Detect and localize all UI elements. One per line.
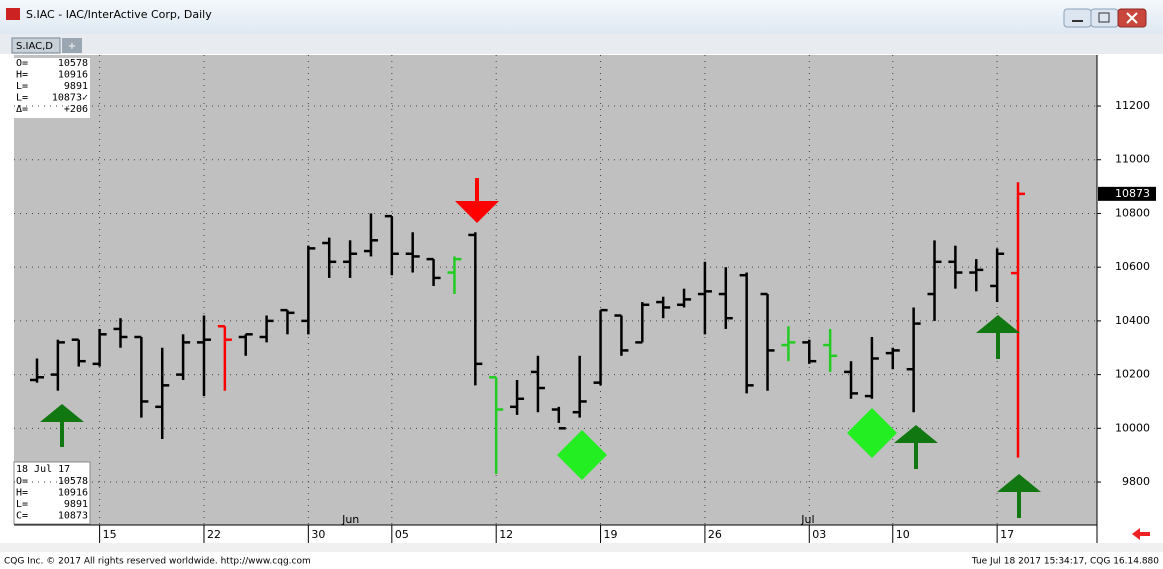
info-label: Δ= — [16, 104, 28, 115]
signal-diamond — [557, 430, 607, 480]
info-value: 9891 — [64, 81, 88, 92]
tab[interactable] — [11, 37, 61, 54]
info-box-top — [14, 58, 90, 118]
tab-label: S.IAC,D — [16, 41, 53, 52]
x-tick-label: 12 — [499, 528, 513, 541]
x-tick-label: 30 — [311, 528, 325, 541]
last-price-tag — [1098, 186, 1156, 201]
sell-arrow-stem — [475, 178, 479, 202]
info-label: H= — [16, 70, 28, 81]
x-tick-label: 03 — [812, 528, 826, 541]
info-value: 10578 — [58, 476, 88, 487]
info-date: 18 Jul 17 — [16, 464, 70, 475]
title-bar — [0, 0, 1163, 34]
y-tick-label: 10000 — [1115, 421, 1150, 434]
x-tick-label: 15 — [103, 528, 117, 541]
info-label: L= — [16, 81, 28, 92]
buy-arrow — [976, 315, 1020, 333]
footer-left: CQG Inc. © 2017 All rights reserved worl… — [4, 557, 311, 567]
info-value: 10916 — [58, 488, 88, 499]
info-value: 10578 — [58, 58, 88, 69]
info-label: L= — [16, 499, 28, 510]
buy-arrow-stem — [914, 443, 918, 469]
y-tick-label: 9800 — [1122, 475, 1150, 488]
info-label: L= — [16, 93, 28, 104]
month-label: Jul — [800, 513, 814, 526]
y-tick-label: 10200 — [1115, 368, 1150, 381]
tab-strip — [0, 34, 1163, 54]
buy-arrow — [40, 404, 84, 422]
info-label: C= — [16, 511, 28, 522]
info-value: 10873 — [58, 511, 88, 522]
info-label: H= — [16, 488, 28, 499]
scroll-bar — [0, 543, 1163, 552]
y-tick-label: 10800 — [1115, 206, 1150, 219]
sell-arrow — [455, 201, 499, 223]
close-glyph — [1126, 12, 1138, 24]
signal-diamond — [847, 408, 897, 458]
y-tick-label: 10400 — [1115, 314, 1150, 327]
buy-arrow-stem — [60, 422, 64, 447]
x-tick-label: 26 — [708, 528, 722, 541]
info-value: +206 — [64, 104, 88, 115]
buy-arrow — [894, 425, 938, 443]
buy-arrow — [997, 474, 1041, 492]
last-price-label: 10873 — [1115, 187, 1150, 200]
scroll-arrow[interactable] — [1132, 528, 1150, 540]
info-box-bottom — [13, 461, 91, 525]
maximize-button[interactable] — [1090, 8, 1119, 28]
footer-right: Tue Jul 18 2017 15:34:17, CQG 16.14.880 — [971, 557, 1159, 567]
tab-add-label: + — [68, 41, 76, 52]
maximize-glyph — [1098, 12, 1110, 23]
x-tick-label: 22 — [207, 528, 221, 541]
info-value: 9891 — [64, 499, 88, 510]
buy-arrow-stem — [1017, 492, 1021, 518]
y-tick-label: 11000 — [1115, 153, 1150, 166]
info-value: 10916 — [58, 70, 88, 81]
info-label: O= — [16, 58, 28, 69]
tab-add[interactable] — [62, 38, 82, 53]
app-icon — [6, 8, 20, 20]
minimize-button[interactable] — [1063, 8, 1092, 28]
window-title: S.IAC - IAC/InterActive Corp, Daily — [26, 8, 212, 21]
x-tick-label: 05 — [395, 528, 409, 541]
y-tick-label: 11200 — [1115, 99, 1150, 112]
info-label: O= — [16, 476, 28, 487]
buy-arrow-stem — [996, 333, 1000, 359]
y-tick-label: 10600 — [1115, 260, 1150, 273]
month-label: Jun — [341, 513, 359, 526]
info-value: 10873✓ — [52, 93, 88, 104]
x-tick-label: 10 — [896, 528, 910, 541]
x-tick-label: 17 — [1000, 528, 1014, 541]
x-tick-label: 19 — [604, 528, 618, 541]
